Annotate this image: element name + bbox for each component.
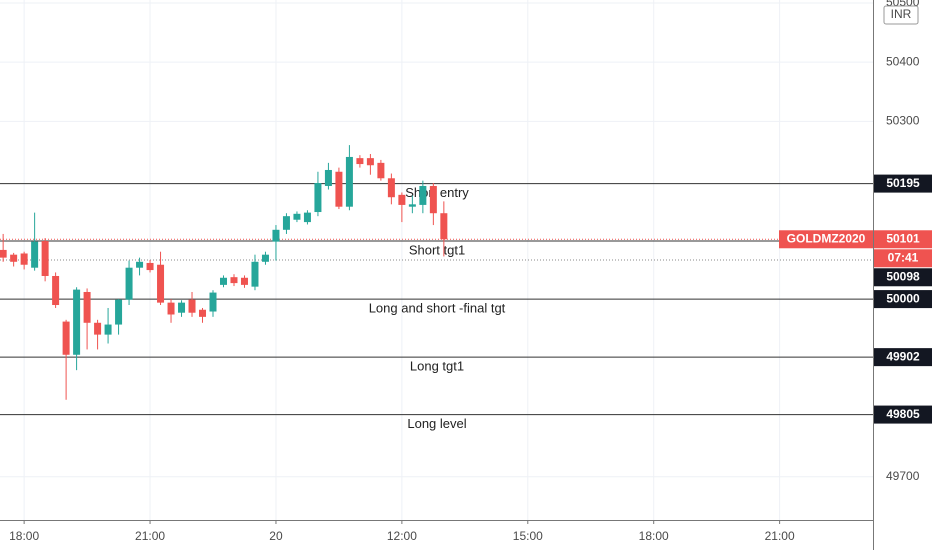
labels: 49700 50300 50400 50500 18:00 21:00 20 12:00 15:… (9, 0, 932, 543)
candle-body (345, 156, 353, 207)
level-label: Short entry (405, 185, 469, 200)
level-price-box (874, 290, 932, 309)
grid (0, 0, 873, 520)
candle-body (146, 262, 154, 271)
candle-body (293, 213, 301, 220)
candle-body (62, 321, 70, 355)
candle-body (199, 309, 207, 317)
candle-body (136, 261, 144, 268)
candle-body (94, 322, 102, 335)
candle-body (73, 289, 81, 355)
candle-body (83, 291, 91, 323)
candle-body (230, 277, 238, 284)
level-price-box (874, 348, 932, 367)
candle-body (261, 254, 269, 262)
current-price-label: 50101 (886, 231, 920, 245)
level-label: Short tgt1 (409, 242, 465, 257)
candle-body (419, 185, 427, 205)
candle-body (240, 277, 248, 285)
x-tick-label: 18:00 (639, 529, 669, 543)
candle-body (314, 183, 322, 213)
level-label: Long level (407, 416, 466, 431)
x-tick-label: 21:00 (765, 529, 795, 543)
symbol-box (779, 230, 873, 249)
level-price-label: 50195 (886, 176, 920, 190)
y-tick-label: 49700 (886, 469, 920, 483)
level-label: Long tgt1 (410, 359, 464, 374)
x-tick-label: 18:00 (9, 529, 39, 543)
x-tick-label: 12:00 (387, 529, 417, 543)
candle-body (157, 264, 165, 303)
candle-body (20, 253, 28, 265)
levels: Short entry Short tgt1 Long and short -fin… (0, 183, 873, 431)
candle-body (178, 302, 186, 313)
x-tick-label: 15:00 (513, 529, 543, 543)
y-tick-label: 50300 (886, 114, 920, 128)
countdown-box (874, 249, 932, 268)
candle-body (398, 194, 406, 205)
candle-body (335, 171, 343, 207)
candle-body (440, 213, 448, 240)
x-tick-label: 21:00 (135, 529, 165, 543)
candle-body (324, 169, 332, 186)
candle-body (115, 299, 123, 325)
countdown-label: 07:41 (888, 250, 919, 264)
candle-body (356, 158, 364, 165)
level-price-label: 49902 (886, 349, 920, 363)
candle-body (251, 261, 259, 287)
level-label: Long and short -final tgt (369, 301, 506, 316)
candle-body (41, 241, 49, 276)
candle-body (10, 254, 18, 262)
level-price-box (874, 268, 932, 287)
candle-body (209, 292, 217, 312)
currency-label: INR (891, 7, 912, 21)
level-price-box (874, 174, 932, 193)
candle-body (52, 275, 60, 306)
candle-body (31, 241, 39, 268)
candle-body (303, 212, 311, 223)
level-price-label: 50000 (886, 291, 920, 305)
candle-body (282, 216, 290, 230)
candle-body (387, 178, 395, 198)
symbol-label: GOLDMZ2020 (787, 231, 866, 245)
candle-body (219, 277, 227, 285)
candle-body (0, 249, 7, 258)
candle-body (167, 302, 175, 315)
x-tick-label: 20 (269, 529, 283, 543)
level-price-label: 50098 (886, 269, 920, 283)
y-tick-label: 50400 (886, 54, 920, 68)
candle-body (104, 324, 112, 335)
candle-body (125, 267, 133, 300)
level-price-label: 49805 (886, 407, 920, 421)
current-price-box (874, 230, 932, 249)
candle-body (429, 185, 437, 214)
level-price-box (874, 405, 932, 424)
currency-box (883, 5, 919, 25)
candles (0, 145, 448, 400)
candle-body (272, 229, 280, 242)
candle-body (188, 299, 196, 313)
candle-body (408, 204, 416, 207)
y-tick-label: 50500 (886, 0, 920, 9)
candle-body (377, 162, 385, 179)
candle-body (366, 158, 374, 166)
